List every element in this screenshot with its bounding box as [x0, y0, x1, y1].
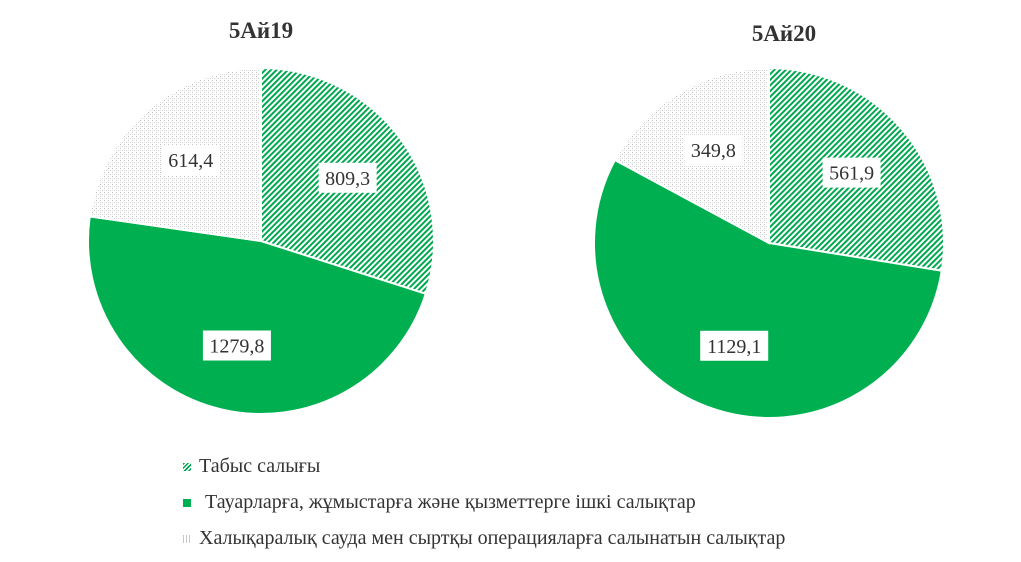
data-label-box	[161, 144, 220, 175]
legend-label: Табыс салығы	[199, 455, 321, 477]
data-label-box	[700, 330, 769, 361]
data-label-box	[202, 330, 271, 361]
legend-swatch-solid	[183, 499, 191, 507]
legend-label: Халықаралық сауда мен сыртқы операциялар…	[199, 527, 786, 549]
data-label: 1129,1	[707, 336, 761, 358]
data-label: 1279,8	[209, 336, 264, 358]
data-label-box	[822, 157, 881, 188]
pie-title: 5Ай20	[752, 21, 816, 46]
slice-domestic-taxes	[593, 158, 943, 419]
data-label: 614,4	[168, 150, 213, 172]
data-label-box	[684, 134, 743, 165]
data-label: 349,8	[691, 140, 736, 162]
pie-charts: 5Ай19 809,3 1279,8 614,4 5Ай20 561,9 1129,1 349…	[87, 18, 945, 419]
legend-swatch-dotted	[183, 535, 191, 543]
legend-swatch-hatch	[183, 463, 191, 471]
data-label: 809,3	[325, 168, 370, 190]
data-label-box	[318, 162, 377, 193]
slice-domestic-taxes	[87, 215, 428, 415]
legend-label: Тауарларға, жұмыстарға және қызметтерге …	[205, 491, 696, 513]
data-label: 561,9	[829, 163, 874, 185]
pie-title: 5Ай19	[229, 18, 293, 43]
